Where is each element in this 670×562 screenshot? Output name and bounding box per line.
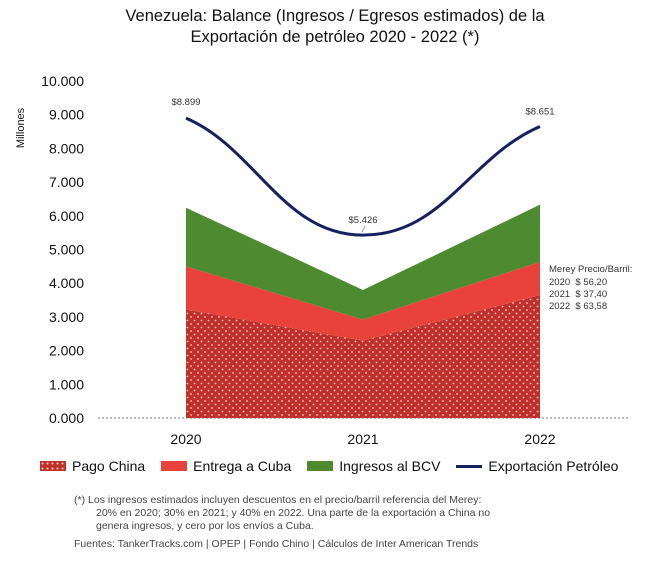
x-tick-label: 2022 <box>524 431 555 447</box>
y-tick-label: 1.000 <box>49 376 84 392</box>
legend-swatch-exportacion <box>456 464 483 468</box>
x-tick-label: 2020 <box>170 431 201 447</box>
legend-label-ingresos-bcv: Ingresos al BCV <box>339 458 441 474</box>
chart-title-line2: Exportación de petróleo 2020 - 2022 (*) <box>190 28 480 46</box>
line-point-label: $8.899 <box>171 97 200 108</box>
y-tick-label: 3.000 <box>49 309 84 325</box>
merey-annotation-2022: 2022 $ 63,58 <box>549 301 607 312</box>
y-tick-label: 6.000 <box>49 208 84 224</box>
legend-item-pago-china: Pago China <box>40 458 145 474</box>
merey-annotation-title: Merey Precio/Barril: <box>549 264 632 275</box>
y-tick-label: 5.000 <box>49 242 84 258</box>
line-point-label: $8.651 <box>525 106 554 117</box>
legend-label-entrega-cuba: Entrega a Cuba <box>193 458 292 474</box>
legend-item-ingresos-bcv: Ingresos al BCV <box>307 458 440 474</box>
y-tick-label: 10.000 <box>41 73 84 89</box>
merey-annotation-2020: 2020 $ 56,20 <box>549 277 607 288</box>
chart-legend: Pago China Entrega a Cuba Ingresos al BC… <box>40 458 660 474</box>
footnote-line3: genera ingresos, y cero por los envíos a… <box>96 520 314 532</box>
area-ingresos-al-bcv <box>186 204 540 320</box>
chart-title-line1: Venezuela: Balance (Ingresos / Egresos e… <box>125 7 545 25</box>
merey-price-annotation: Merey Precio/Barril: 2020 $ 56,20 2021 $… <box>549 264 632 312</box>
footnote-line1: Los ingresos estimados incluyen descuent… <box>88 494 482 506</box>
area-entrega-a-cuba <box>186 261 540 341</box>
area-pago-china <box>186 294 540 418</box>
footnote-line2: 20% en 2020; 30% en 2021; y 40% en 2022.… <box>96 507 491 519</box>
legend-swatch-entrega-cuba <box>161 461 188 471</box>
legend-swatch-ingresos-bcv <box>307 461 334 471</box>
legend-swatch-pago-china <box>40 461 66 471</box>
y-tick-label: 9.000 <box>49 107 84 123</box>
line-point-label: $5.426 <box>348 215 377 226</box>
footnote-marker: (*) <box>74 494 86 506</box>
legend-item-entrega-cuba: Entrega a Cuba <box>161 458 291 474</box>
legend-label-pago-china: Pago China <box>72 458 146 474</box>
y-axis-title: Millones <box>15 107 27 148</box>
footnote: (*) Los ingresos estimados incluyen desc… <box>74 494 574 533</box>
sources: Fuentes: TankerTracks.com | OPEP | Fondo… <box>74 538 479 550</box>
legend-label-exportacion: Exportación Petróleo <box>488 458 619 474</box>
y-tick-label: 7.000 <box>49 174 84 190</box>
y-tick-label: 4.000 <box>49 275 84 291</box>
chart-plot: 0.000 1.000 2.000 3.000 4.000 5.000 6.000 7.000… <box>15 73 632 447</box>
legend-item-exportacion: Exportación Petróleo <box>456 458 618 474</box>
y-tick-label: 8.000 <box>49 140 84 156</box>
chart-title: Venezuela: Balance (Ingresos / Egresos e… <box>0 6 670 48</box>
label-leader-2021 <box>361 225 366 233</box>
y-tick-label: 2.000 <box>49 343 84 359</box>
x-tick-label: 2021 <box>347 431 378 447</box>
line-exportacion-petroleo <box>185 116 541 237</box>
y-tick-label: 0.000 <box>49 410 84 426</box>
merey-annotation-2021: 2021 $ 37,40 <box>549 289 607 300</box>
